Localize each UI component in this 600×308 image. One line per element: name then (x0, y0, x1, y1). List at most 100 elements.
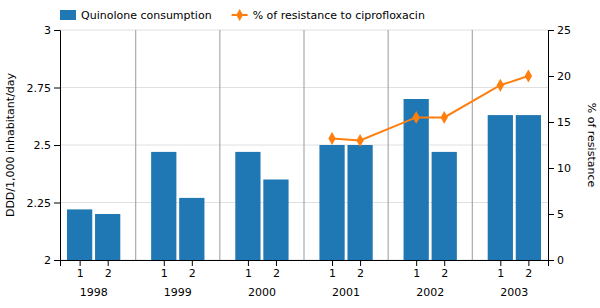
tick-mark (80, 260, 81, 266)
tick-mark (54, 203, 60, 204)
tick: 2 (44, 254, 60, 267)
group-label: 1999 (164, 286, 192, 299)
marker (356, 134, 363, 147)
tick-mark (332, 260, 333, 266)
group-separator (219, 30, 220, 260)
grid (60, 30, 548, 260)
tick: 20 (548, 70, 571, 83)
tick-label: 15 (557, 116, 571, 129)
legend-marker (236, 9, 243, 21)
legend-label: Quinolone consumption (81, 9, 212, 22)
tick-label: 20 (557, 70, 571, 83)
chart: 12121212121219981999200020012002200322.2… (0, 0, 600, 308)
group-separator (388, 30, 389, 260)
bar (488, 115, 513, 260)
tick-label: 2 (441, 267, 448, 280)
bar (179, 198, 204, 260)
y2-axis: 0 5 10 15 20 25 (548, 24, 571, 267)
tick-label: 2.5 (34, 139, 52, 152)
bar (404, 99, 429, 260)
tick-mark (548, 168, 554, 169)
tick-label: 1 (413, 267, 420, 280)
tick-label: 2 (357, 267, 364, 280)
bar (151, 152, 176, 260)
group-separator (304, 30, 305, 260)
tick-label: 1 (245, 267, 252, 280)
legend: Quinolone consumption % of resistance to … (60, 9, 425, 22)
tick: 15 (548, 116, 571, 129)
bar (319, 145, 344, 260)
tick-label: 2 (273, 267, 280, 280)
tick-mark (276, 260, 277, 266)
tick-mark (248, 260, 249, 266)
bar (235, 152, 260, 260)
marker (441, 111, 448, 124)
tick: 2 (105, 260, 112, 280)
legend-label: % of resistance to ciprofloxacin (253, 9, 425, 22)
tick: 1 (245, 260, 252, 280)
tick: 2.5 (34, 139, 61, 152)
tick: 5 (548, 208, 564, 221)
bar (263, 180, 288, 261)
axis-line (61, 261, 549, 267)
bar (516, 115, 541, 260)
tick: 2.25 (27, 197, 61, 210)
tick-mark (54, 30, 60, 31)
tick-label: 2.25 (27, 197, 52, 210)
tick-label: 2 (189, 267, 196, 280)
separators (136, 30, 473, 260)
plot-area (67, 70, 541, 260)
line-series (328, 70, 532, 147)
tick: 1 (77, 260, 84, 280)
group-label: 2001 (332, 286, 360, 299)
tick-label: 5 (557, 208, 564, 221)
marker (412, 111, 419, 124)
marker (525, 70, 532, 83)
marker (328, 132, 335, 145)
legend-item: Quinolone consumption (60, 9, 212, 22)
bar (67, 209, 92, 260)
tick-label: 2.75 (27, 82, 52, 95)
tick-mark (548, 122, 554, 123)
group-separator (135, 30, 136, 260)
tick-label: 10 (557, 162, 571, 175)
tick-mark (444, 260, 445, 266)
tick: 0 (548, 254, 564, 267)
tick: 2 (525, 260, 532, 280)
tick: 2 (189, 260, 196, 280)
marker (497, 79, 504, 92)
tick-mark (548, 76, 554, 77)
y-axis-title: DDD/1,000 inhabitant/day (4, 72, 17, 217)
tick: 1 (413, 260, 420, 280)
legend-item: % of resistance to ciprofloxacin (232, 9, 425, 22)
tick-mark (548, 260, 554, 261)
group-label: 2000 (248, 286, 276, 299)
tick: 2 (357, 260, 364, 280)
tick: 1 (329, 260, 336, 280)
tick-label: 1 (497, 267, 504, 280)
tick-mark (548, 214, 554, 215)
legend-swatch (60, 10, 76, 20)
tick-mark (164, 260, 165, 266)
group-label: 2003 (500, 286, 528, 299)
tick-label: 2 (525, 267, 532, 280)
tick-label: 2 (105, 267, 112, 280)
tick-mark (54, 145, 60, 146)
group-label: 1998 (80, 286, 108, 299)
tick: 2.75 (27, 82, 61, 95)
tick-mark (54, 260, 60, 261)
x-axis: 121212121212 (61, 260, 549, 280)
tick-mark (548, 30, 554, 31)
tick-label: 25 (557, 24, 571, 37)
axis-line (549, 31, 555, 261)
tick-label: 1 (329, 267, 336, 280)
tick-label: 0 (557, 254, 564, 267)
line (332, 76, 528, 140)
group-separator (472, 30, 473, 260)
y-axis: 22.252.52.753 (27, 24, 61, 267)
tick: 2 (441, 260, 448, 280)
tick-label: 1 (77, 267, 84, 280)
tick: 2 (273, 260, 280, 280)
tick-mark (416, 260, 417, 266)
bar (432, 152, 457, 260)
